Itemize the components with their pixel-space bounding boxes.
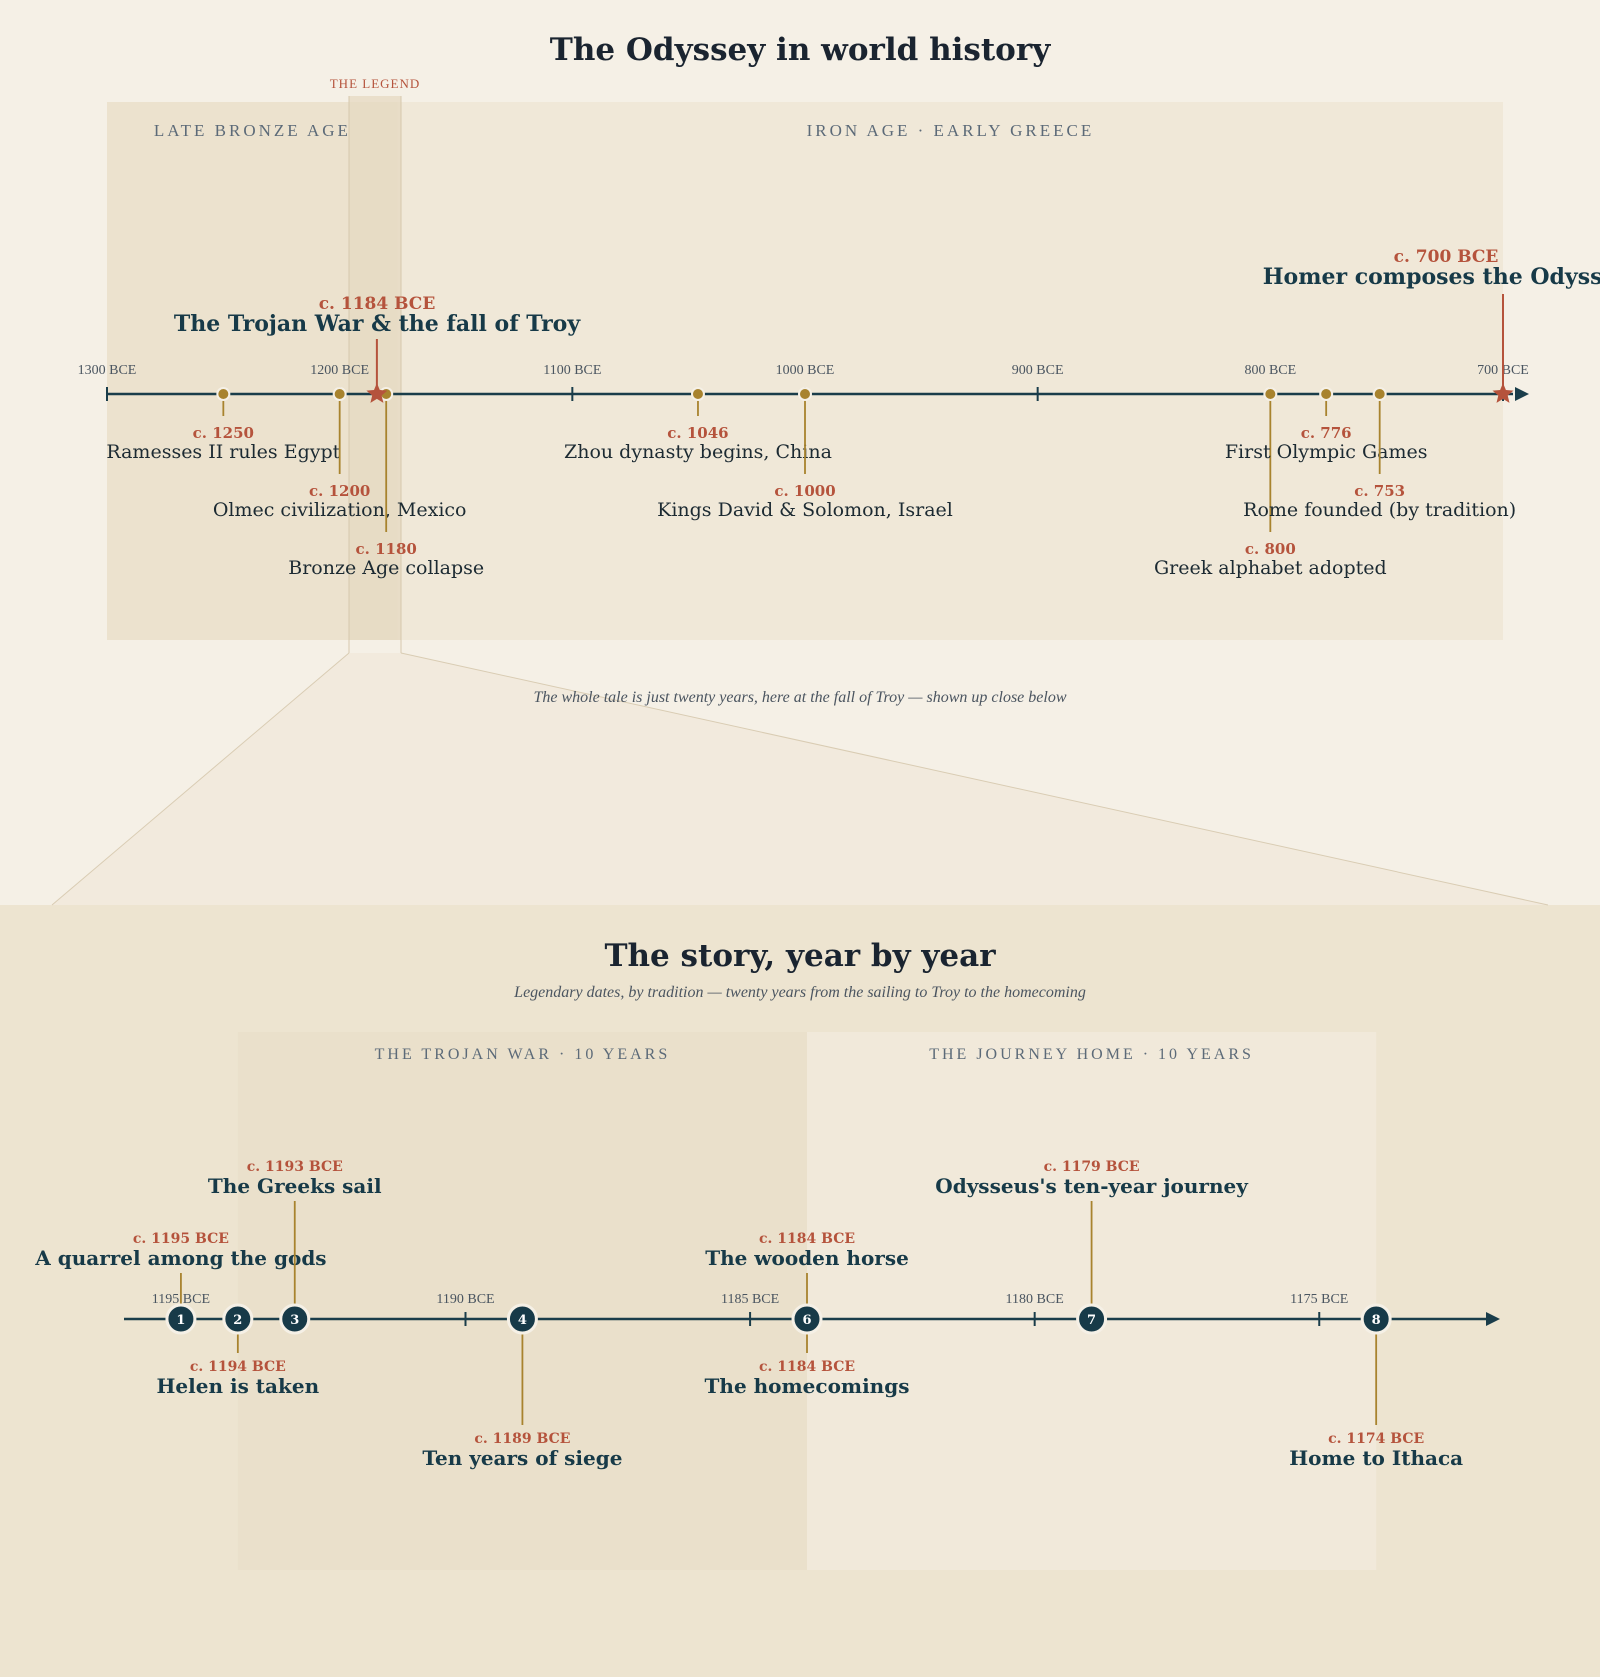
zoom-cone-left-edge [51,652,350,906]
event-label: Greek alphabet adopted [1154,557,1387,579]
story-event-date: c. 1194 BCE [190,1359,286,1375]
highlight-label: Homer composes the Odyssey [1263,264,1600,290]
story-era-label-2: THE JOURNEY HOME · 10 YEARS [929,1046,1254,1063]
story-event-date: c. 1189 BCE [474,1431,570,1447]
story-event-marker [165,1303,197,1335]
event-date: c. 800 [1245,540,1296,558]
story-title: The story, year by year [604,938,996,974]
story-event-label: Odysseus's ten-year journey [935,1174,1249,1198]
story-event-marker [1076,1303,1108,1335]
story-event-label: The Greeks sail [208,1174,382,1198]
story-event-date: c. 1193 BCE [247,1159,343,1175]
story-event-number: 2 [233,1313,242,1328]
story-tick-label: 1175 BCE [1290,1292,1348,1307]
event-date: c. 753 [1354,482,1405,500]
event-date: c. 1046 [667,424,728,442]
zoom-cone [52,653,1548,905]
event-date: c. 1200 [309,482,370,500]
story-event-label: The homecomings [705,1374,910,1398]
event-dot [798,387,812,401]
story-timeline: THE TROJAN WAR · 10 YEARS THE JOURNEY HOM… [34,1032,1500,1570]
story-event-label: Helen is taken [157,1374,320,1398]
legend-tag: THE LEGEND [330,76,421,91]
era-label-1: LATE BRONZE AGE [154,121,351,140]
story-event-number: 8 [1372,1313,1381,1328]
event-label: Olmec civilization, Mexico [213,499,467,521]
story-event-date: c. 1174 BCE [1328,1431,1424,1447]
story-event-date: c. 1184 BCE [759,1359,855,1375]
highlight-label: The Trojan War & the fall of Troy [174,311,581,337]
world-timeline: LATE BRONZE AGE IRON AGE · EARLY GREECE 13… [78,96,1600,653]
story-era-label-1: THE TROJAN WAR · 10 YEARS [375,1046,671,1063]
world-tick-label: 900 BCE [1012,363,1064,378]
event-dot [690,387,705,401]
highlight-date: c. 700 BCE [1394,247,1499,267]
story-event-number: 3 [290,1313,299,1328]
story-event-number: 1 [176,1313,185,1328]
event-date: c. 776 [1301,424,1352,442]
event-dot [1263,387,1278,401]
zoom-cone-right-edge [400,652,1549,906]
story-event-label: Ten years of siege [422,1446,622,1470]
event-label: Ramesses II rules Egypt [106,441,340,463]
event-label: Zhou dynasty begins, China [564,441,832,463]
highlight-date: c. 1184 BCE [319,294,436,314]
story-event-number: 4 [518,1313,527,1328]
story-event-number: 7 [1087,1313,1096,1328]
story-subtitle: Legendary dates, by tradition — twenty y… [513,984,1086,1001]
story-tick-label: 1185 BCE [721,1292,779,1307]
story-event-marker [791,1303,823,1335]
world-tick-label: 800 BCE [1244,363,1296,378]
event-date: c. 1180 [356,540,417,558]
event-dot [1319,387,1334,401]
era-label-2: IRON AGE · EARLY GREECE [807,121,1095,140]
event-label: Kings David & Solomon, Israel [657,499,953,521]
story-event-marker [222,1303,254,1335]
world-tick-label: 1300 BCE [78,363,137,378]
event-dot [332,387,347,401]
story-event-marker [506,1303,538,1335]
legend-band [349,96,401,640]
story-tick-label: 1180 BCE [1006,1292,1064,1307]
event-dot [1372,387,1387,401]
zoom-caption: The whole tale is just twenty years, her… [534,689,1067,706]
story-event-date: c. 1179 BCE [1044,1159,1140,1175]
story-event-number: 6 [802,1313,811,1328]
era-band-2 [397,102,1503,640]
story-event-date: c. 1195 BCE [133,1231,229,1247]
event-label: Bronze Age collapse [288,557,484,579]
world-tick-label: 1100 BCE [543,363,601,378]
event-dot [216,387,231,401]
story-tick-label: 1190 BCE [436,1292,494,1307]
highlight-star-icon [366,383,388,403]
world-axis-arrow [1515,387,1529,401]
event-date: c. 1000 [774,482,835,500]
story-event-marker [279,1303,311,1335]
world-tick-label: 1000 BCE [776,363,835,378]
page-title: The Odyssey in world history [550,32,1051,68]
event-date: c. 1250 [193,424,254,442]
story-event-label: Home to Ithaca [1289,1446,1463,1470]
event-label: First Olympic Games [1225,441,1428,463]
story-event-date: c. 1184 BCE [759,1231,855,1247]
highlight-star-icon [1492,383,1514,403]
story-era-band-1 [237,1032,808,1570]
story-axis-arrow [1486,1312,1500,1326]
event-label: Rome founded (by tradition) [1243,499,1516,521]
story-event-marker [1360,1303,1392,1335]
story-event-label: A quarrel among the gods [34,1246,326,1270]
story-event-label: The wooden horse [705,1246,909,1270]
world-tick-label: 1200 BCE [310,363,369,378]
